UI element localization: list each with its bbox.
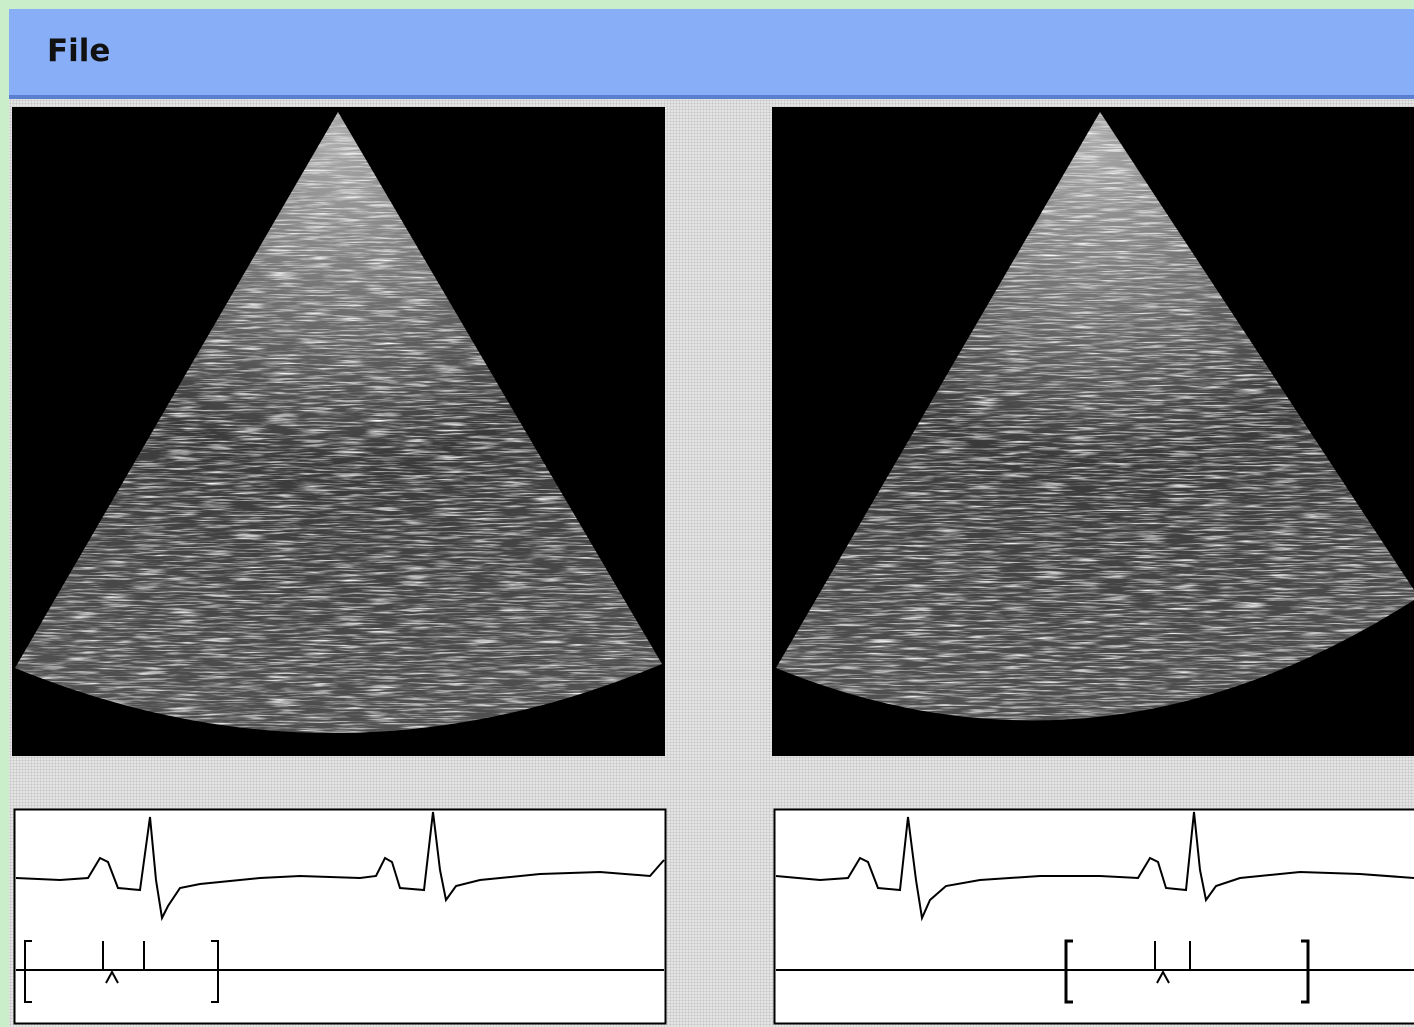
viewer: [0, 0, 1414, 1027]
ecg-panel-left: [15, 810, 666, 1024]
page: {"menu": {"items": ["File"]}} html, body…: [0, 0, 1414, 1027]
ecg-panel-right: [775, 810, 1414, 1024]
screen: File (() => { const data: [0, 0, 1414, 1027]
